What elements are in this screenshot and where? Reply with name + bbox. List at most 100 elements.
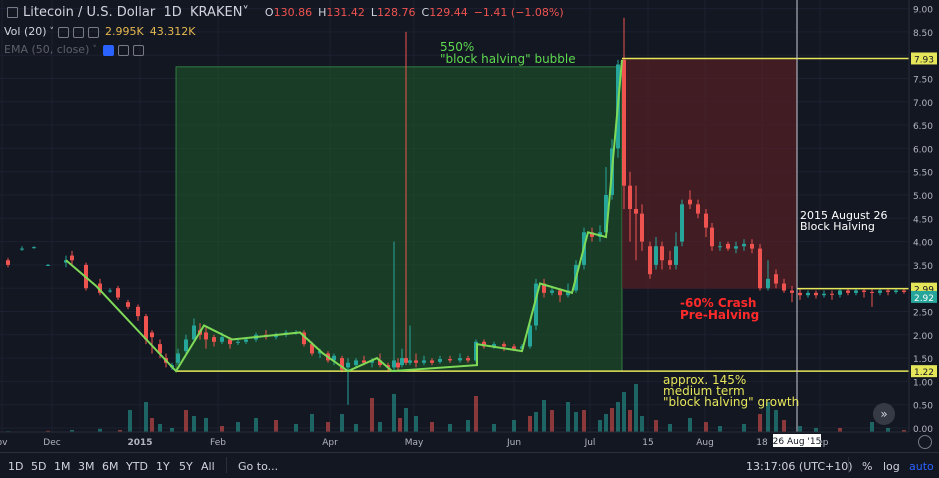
candle xyxy=(838,288,842,298)
candle-body xyxy=(70,255,74,261)
candle-body xyxy=(604,195,608,233)
candle xyxy=(430,358,434,366)
volume-bar xyxy=(654,420,658,432)
y-tick-label: 1.00 xyxy=(913,378,933,388)
settings-icon[interactable] xyxy=(117,45,129,56)
candle-body xyxy=(528,325,532,347)
chevron-down-icon[interactable]: ˅ xyxy=(92,44,97,55)
chevron-down-icon[interactable]: ˅ xyxy=(242,5,249,20)
volume-bar xyxy=(46,430,50,432)
candle xyxy=(150,330,154,354)
candle xyxy=(704,208,708,237)
candle xyxy=(46,263,50,266)
candle xyxy=(886,289,890,296)
range-3m[interactable]: 3M xyxy=(78,460,95,473)
volume-bar xyxy=(170,428,174,432)
annotation-halving: 2015 August 26 xyxy=(800,209,887,222)
y-tick-label: 5.00 xyxy=(913,192,933,202)
y-tick-label: 2.00 xyxy=(913,332,933,342)
close-icon[interactable] xyxy=(132,45,144,56)
symbol-title[interactable]: Litecoin / U.S. Dollar 1D KRAKEN˅ xyxy=(23,5,249,20)
volume-bar xyxy=(598,420,602,432)
candle-body xyxy=(766,278,770,289)
volume-bar xyxy=(886,428,890,432)
candle-body xyxy=(894,290,898,292)
goto-button[interactable]: Go to... xyxy=(238,460,279,473)
volume-bar xyxy=(528,416,532,432)
candle-body xyxy=(144,316,148,340)
candle-body xyxy=(830,293,834,295)
volume-bar xyxy=(326,422,330,432)
candle-body xyxy=(566,290,570,296)
candle-body xyxy=(204,332,208,340)
volume-bar xyxy=(758,414,762,432)
price-chart[interactable]: 550%"block halving" bubble 2015 August 26… xyxy=(0,0,939,452)
collapse-icon[interactable] xyxy=(7,7,18,18)
range-1d[interactable]: 1D xyxy=(8,460,24,473)
range-5y[interactable]: 5Y xyxy=(179,460,193,473)
volume-label[interactable]: Vol (20) xyxy=(4,25,47,38)
candle xyxy=(634,185,638,261)
candle xyxy=(590,227,594,242)
candle-body xyxy=(846,290,850,293)
volume-bar xyxy=(542,400,546,432)
eye-icon[interactable] xyxy=(102,45,114,56)
candle xyxy=(742,239,746,251)
x-tick-label: Apr xyxy=(322,438,338,448)
range-6m[interactable]: 6M xyxy=(102,460,119,473)
candle-body xyxy=(550,290,554,293)
log-toggle[interactable]: log xyxy=(883,460,900,473)
volume-bar xyxy=(604,414,608,432)
scroll-to-latest-button[interactable]: » xyxy=(873,403,895,425)
candle xyxy=(192,318,196,342)
volume-bar xyxy=(118,430,122,432)
range-5d[interactable]: 5D xyxy=(31,460,47,473)
clock[interactable]: 13:17:06 (UTC+10) xyxy=(746,460,853,473)
crosshair-date-label: 26 Aug '15 xyxy=(773,437,822,447)
candle xyxy=(20,246,24,251)
high-key: H xyxy=(318,6,327,19)
candle xyxy=(534,278,538,331)
y-tick-label: 5.50 xyxy=(913,169,933,179)
candle-body xyxy=(378,360,382,366)
gear-icon[interactable] xyxy=(918,435,932,449)
volume-ma-value: 43.312K xyxy=(149,25,196,38)
percent-toggle[interactable]: % xyxy=(862,460,873,473)
y-tick-label: 2.50 xyxy=(913,309,933,319)
price-badge-bg xyxy=(911,52,937,65)
volume-bar xyxy=(414,416,418,432)
candle-body xyxy=(502,344,506,347)
price-badges: 7.93 2.992.92 1.22 26 Aug '15 xyxy=(773,52,937,447)
volume-bar xyxy=(574,412,578,432)
auto-toggle[interactable]: auto xyxy=(909,460,934,473)
range-all[interactable]: All xyxy=(201,460,215,473)
range-1m[interactable]: 1M xyxy=(54,460,71,473)
volume-bar xyxy=(766,402,770,432)
candle xyxy=(798,288,802,300)
candle-body xyxy=(136,306,140,317)
volume-bar xyxy=(582,410,586,432)
settings-icon[interactable] xyxy=(73,27,85,38)
x-tick-label: Dec xyxy=(43,438,60,448)
volume-bar xyxy=(718,426,722,432)
y-tick-label: 4.50 xyxy=(913,215,933,225)
candle-body xyxy=(790,290,794,293)
volume-bar xyxy=(704,422,708,432)
chevron-down-icon[interactable]: ˅ xyxy=(49,26,55,37)
candle xyxy=(422,355,426,366)
candle xyxy=(502,341,506,352)
candle-body xyxy=(332,355,336,361)
y-tick-label: 0.00 xyxy=(913,425,933,435)
range-ytd[interactable]: YTD xyxy=(126,460,148,473)
candle-body xyxy=(404,358,408,363)
eye-icon[interactable] xyxy=(58,27,70,38)
candle xyxy=(862,288,866,298)
volume-bar xyxy=(782,420,786,432)
candle-body xyxy=(660,246,664,261)
range-1y[interactable]: 1Y xyxy=(156,460,170,473)
candle-body xyxy=(838,290,842,295)
candle xyxy=(212,334,216,347)
candle-body xyxy=(806,292,810,296)
ema-label[interactable]: EMA (50, close) xyxy=(4,43,90,56)
close-icon[interactable] xyxy=(88,27,100,38)
